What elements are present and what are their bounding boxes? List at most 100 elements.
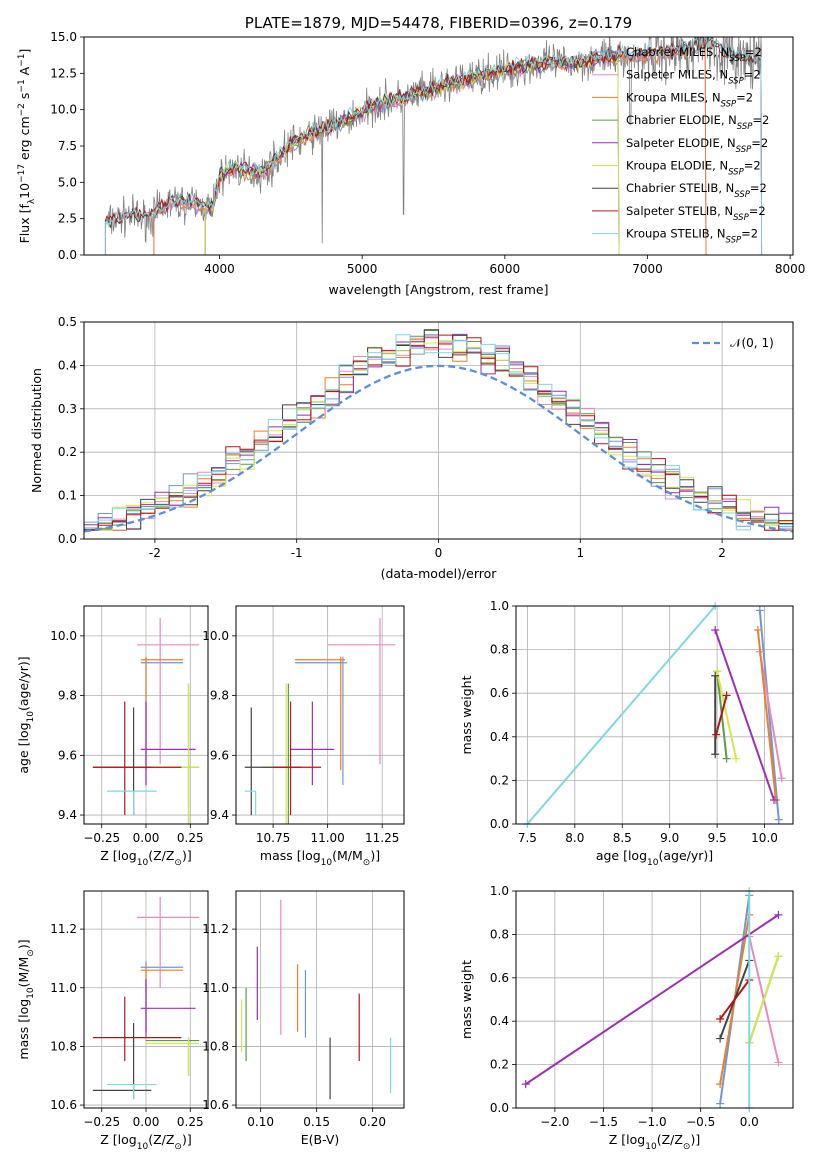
- y-tick-label: 9.6: [58, 748, 77, 762]
- series-kroupa-elodie-line: [748, 955, 780, 1044]
- y-tick-label: 10.6: [202, 1098, 229, 1112]
- y-tick-label: 10.8: [202, 1039, 229, 1053]
- axes-frame: [235, 890, 405, 1109]
- legend-sub: SSP: [729, 54, 745, 64]
- label-ylabel_rest: 10: [17, 183, 32, 199]
- legend-entry: Chabrier MILES, NSSP=2: [626, 45, 762, 64]
- x-axis-label: E(B-V): [301, 1132, 340, 1147]
- label-xlabel_rest: (Z/Z: [148, 848, 174, 863]
- legend-tail: =2: [745, 45, 762, 59]
- series-chabrier-miles-marker: [716, 1099, 725, 1108]
- x-axis-label: Z [log10(Z/Z⊙)]: [100, 848, 191, 868]
- legend-text: Chabrier MILES, N: [626, 45, 729, 59]
- y-tick-label: 9.8: [210, 689, 229, 703]
- y-tick-label: 11.2: [50, 922, 77, 936]
- label-xlabel_main: age [log: [596, 848, 647, 863]
- label-ylabel_units2: s: [17, 93, 32, 104]
- label-ylabel_sub: 10: [26, 987, 36, 999]
- y-axis-label: Flux [fλ10−17 erg cm−2 s−1 A−1]: [17, 49, 37, 244]
- model-spectrum-salpeter-elodie: [204, 50, 620, 255]
- legend-sub: SSP: [733, 213, 749, 223]
- legend-sub: SSP: [726, 236, 742, 246]
- y-tick-label: 9.6: [210, 748, 229, 762]
- label-ylabel_units: erg cm: [17, 116, 32, 164]
- legend-entry: Salpeter STELIB, NSSP=2: [626, 204, 766, 223]
- y-tick-label: 10.0: [50, 629, 77, 643]
- y-tick-label: 10.6: [50, 1098, 77, 1112]
- x-tick-label: 8.0: [565, 831, 584, 845]
- plot-area-spectrum: [104, 37, 763, 255]
- x-tick-label: 0.00: [133, 831, 160, 845]
- legend: 𝒩(0, 1): [692, 336, 774, 350]
- label-xlabel_end: )]: [182, 1132, 192, 1147]
- label-ylabel_rest: (age/yr)]: [16, 656, 31, 711]
- legend-text: Kroupa STELIB, N: [626, 227, 726, 241]
- legend-sub: SSP: [728, 168, 744, 178]
- model-spectrum-kroupa-elodie: [204, 47, 620, 255]
- axes-frame: [515, 605, 794, 825]
- legend-text: Kroupa MILES, N: [626, 90, 721, 104]
- y-tick-label: 0.8: [490, 927, 509, 941]
- y-tick-label: 0.8: [490, 643, 509, 657]
- series-chabrier-stelib-marker: [716, 1034, 725, 1043]
- series-chabrier-miles-marker: [774, 815, 783, 824]
- series-salpeter-elodie-marker: [774, 910, 783, 919]
- x-axis-label: wavelength [Angstrom, rest frame]: [328, 282, 548, 297]
- axes-frame: [515, 890, 794, 1109]
- legend-text: Salpeter MILES, N: [626, 68, 728, 82]
- x-tick-label: −2.0: [540, 1115, 569, 1129]
- label-xlabel_sub2: ⊙: [174, 858, 182, 868]
- x-tick-label: 10.0: [751, 831, 778, 845]
- legend-sub: SSP: [728, 77, 744, 87]
- y-axis-label: mass [log10(M/M⊙)]: [16, 939, 36, 1059]
- x-axis-label: Z [log10(Z/Z⊙)]: [100, 1132, 191, 1152]
- legend-tail: =2: [744, 68, 761, 82]
- legend-tail: =2: [736, 90, 753, 104]
- label-xlabel_sub: 10: [321, 858, 333, 868]
- y-tick-label: 0.6: [490, 971, 509, 985]
- axes-spectrum: 4000 5000 6000 7000 8000 0.0 2.5 5.0 7.5 10.0 12.5…: [50, 30, 805, 276]
- y-tick-label: 0.4: [58, 358, 77, 372]
- label-ylabel_sup: −17: [17, 164, 27, 183]
- label-ylabel_sub: λ: [27, 198, 37, 204]
- x-tick-label: 6000: [490, 262, 521, 276]
- x-tick-label: 7.5: [518, 831, 537, 845]
- y-tick-label: 0.4: [490, 1014, 509, 1028]
- axes-frame: [83, 605, 209, 825]
- series-salpeter-elodie-marker: [521, 1080, 530, 1089]
- label-xlabel_rest: (Z/Z: [657, 1132, 683, 1147]
- y-tick-label: 0.4: [490, 730, 509, 744]
- legend-text: Salpeter ELODIE, N: [626, 136, 736, 150]
- y-tick-label: 12.5: [50, 66, 77, 80]
- legend-entry: 𝒩(0, 1): [730, 336, 774, 350]
- label-xlabel_end: )]: [690, 1132, 700, 1147]
- x-tick-label: 0.0: [740, 1115, 759, 1129]
- label-ylabel_sup2: −2: [17, 103, 27, 116]
- gaussian-curve: [84, 364, 793, 533]
- x-axis-label: age [log10(age/yr)]: [596, 848, 713, 868]
- y-tick-label: 10.8: [50, 1039, 77, 1053]
- x-tick-label: 0.20: [359, 1115, 386, 1129]
- label-ylabel_sub2: ⊙: [26, 949, 36, 957]
- label-xlabel_end: )]: [370, 848, 380, 863]
- series-salpeter-stelib-marker: [722, 691, 731, 700]
- axes-age-vs-z: −0.25 0.00 0.25 9.4 9.6 9.8 10.0: [50, 606, 208, 845]
- y-tick-label: 0.3: [58, 402, 77, 416]
- legend-entry: Chabrier ELODIE, NSSP=2: [626, 113, 769, 132]
- y-tick-label: 9.8: [58, 689, 77, 703]
- x-tick-label: 11.25: [365, 831, 399, 845]
- legend-tail: =2: [752, 113, 769, 127]
- x-tick-label: 0.25: [177, 1115, 204, 1129]
- y-tick-label: 0.2: [58, 445, 77, 459]
- plot-area-weight-vs-age: [523, 602, 786, 828]
- plot-area-age-vs-mass: [244, 617, 396, 824]
- series-kroupa-elodie-marker: [774, 952, 783, 961]
- y-tick-label: 0.0: [58, 532, 77, 546]
- x-tick-label: 0.10: [247, 1115, 274, 1129]
- x-tick-label: 1: [576, 546, 584, 560]
- x-tick-label: 2: [718, 546, 726, 560]
- y-tick-label: 11.0: [50, 981, 77, 995]
- series-salpeter-elodie-marker: [770, 796, 779, 805]
- axes-frame: [235, 605, 405, 825]
- legend-text: Chabrier STELIB, N: [626, 181, 734, 195]
